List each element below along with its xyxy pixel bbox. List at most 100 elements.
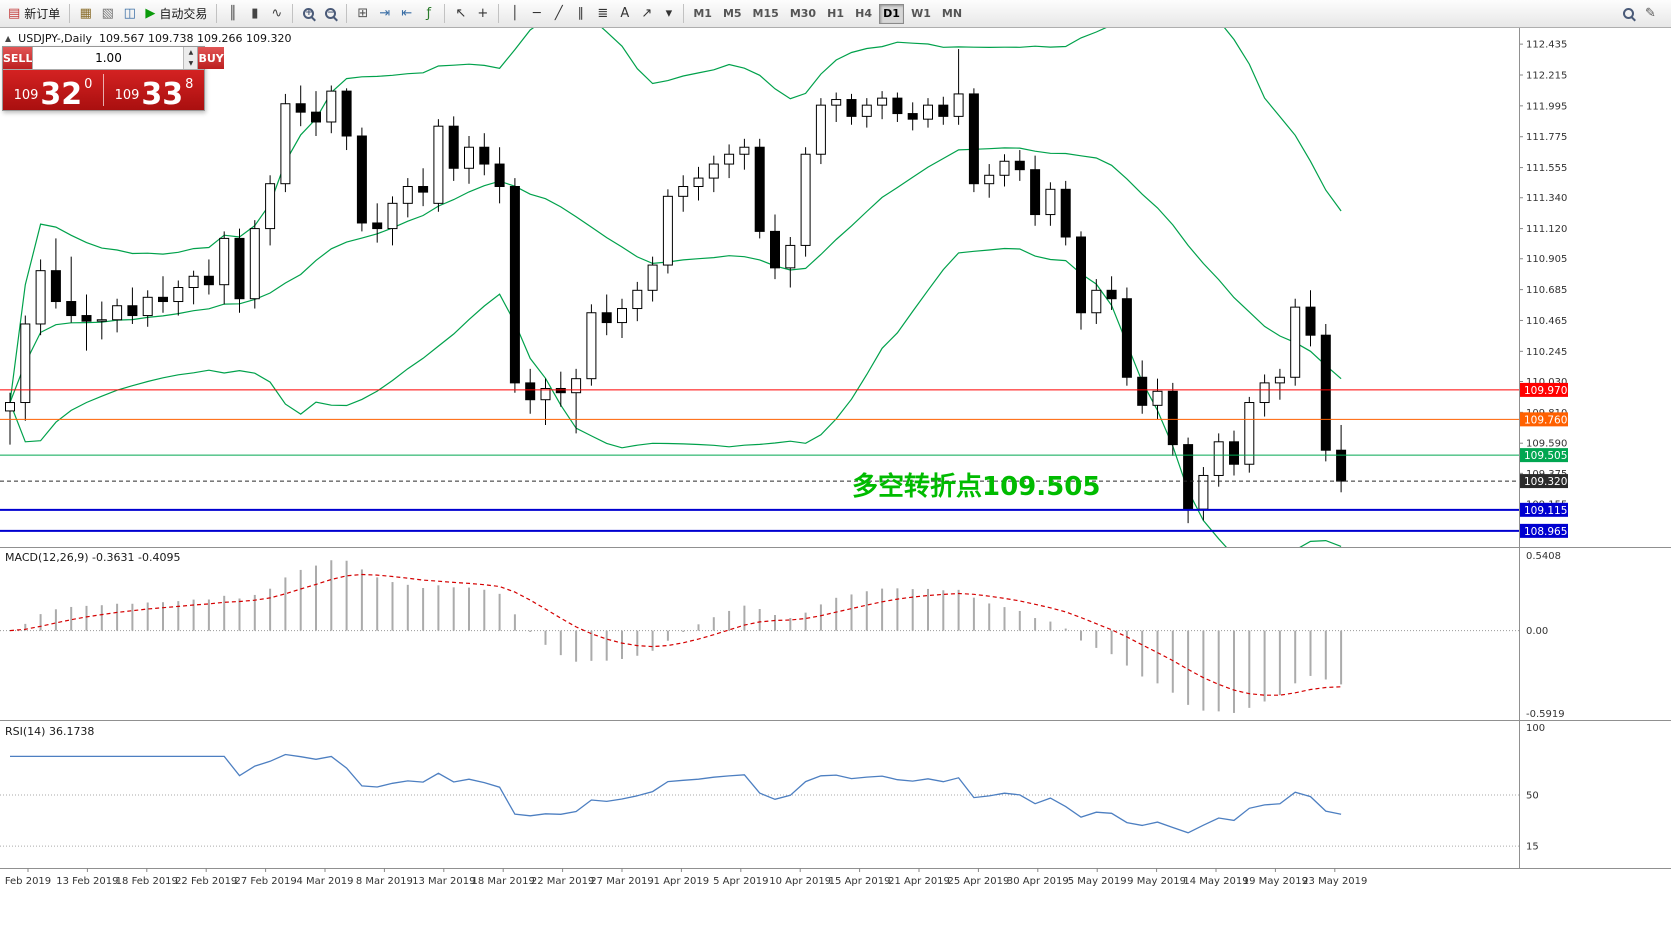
arrow-objects-icon[interactable]: ↗ [636, 3, 657, 25]
expand-panel-icon[interactable]: ▲ [5, 34, 12, 43]
rsi-line [10, 753, 1342, 834]
macd-axis-label: 0.5408 [1526, 551, 1561, 562]
price-level-label: 109.320 [1524, 476, 1567, 488]
buy-price-base: 109 [114, 88, 140, 103]
timeframe-d1[interactable]: D1 [879, 3, 905, 24]
tile-windows-icon[interactable]: ⊞ [352, 3, 373, 25]
horizontal-line-icon[interactable]: ─ [526, 3, 547, 25]
candle [1320, 334, 1331, 451]
price-axis-tick: 112.435 [1526, 40, 1567, 51]
fibonacci-icon: ≣ [597, 6, 609, 21]
candles-series [5, 49, 1347, 524]
timeframe-h4[interactable]: H4 [855, 7, 873, 20]
trend-line-icon[interactable]: ╱ [548, 3, 569, 25]
candle [464, 146, 474, 169]
volume-up-icon[interactable]: ▲ [184, 47, 198, 58]
candle [1091, 289, 1102, 314]
cursor-icon: ↖ [455, 6, 467, 21]
timeframe-m1[interactable]: M1 [693, 7, 712, 20]
market-watch-icon: ◫ [123, 6, 136, 21]
edit-profile-icon[interactable]: ✎ [1640, 3, 1661, 25]
search-icon [1623, 8, 1634, 19]
text-label-icon[interactable]: A [614, 3, 635, 25]
candle [203, 275, 214, 286]
indicators-icon[interactable]: ƒ [418, 3, 439, 25]
toolbar-separator [292, 4, 294, 23]
fibonacci-icon[interactable]: ≣ [592, 3, 613, 25]
timeframe-h1[interactable]: H1 [827, 7, 845, 20]
candle [341, 90, 352, 137]
candle [770, 230, 780, 269]
chart-shift-icon[interactable]: ⇤ [396, 3, 417, 25]
timeframe-w1[interactable]: W1 [911, 7, 931, 20]
candle [387, 202, 398, 230]
new-order-button[interactable]: ▤ 新订单 [4, 3, 64, 25]
candle [433, 125, 444, 204]
zoom-in-icon[interactable]: + [298, 3, 319, 25]
candle [1030, 169, 1041, 216]
objects-dropdown-icon[interactable]: ▾ [658, 3, 679, 25]
volume-input[interactable] [33, 47, 184, 69]
price-axis-tick: 110.465 [1526, 316, 1567, 327]
candle [693, 177, 704, 188]
trend-line-icon: ╱ [554, 6, 563, 21]
ohlc-values: 109.567 109.738 109.266 109.320 [99, 32, 292, 45]
new-order-button-label: 新订单 [24, 7, 61, 21]
price-level-label-bg [1520, 474, 1568, 489]
volume-spinner: ▲ ▼ [183, 47, 198, 69]
date-label: 15 Apr 2019 [829, 876, 891, 887]
timeframe-m15[interactable]: M15 [752, 7, 779, 20]
candle [984, 174, 995, 185]
price-level-label: 109.760 [1524, 414, 1567, 426]
timeframe-mn[interactable]: MN [941, 7, 963, 20]
candlestick-chart-icon[interactable]: ▮ [244, 3, 265, 25]
candle [418, 186, 429, 193]
candle [448, 125, 459, 169]
candle [907, 113, 918, 120]
sell-price[interactable]: 109 32 0 [3, 70, 103, 110]
timeframe-m5[interactable]: M5 [722, 7, 742, 20]
vertical-line-icon[interactable]: │ [504, 3, 525, 25]
auto-scroll-icon[interactable]: ⇥ [374, 3, 395, 25]
main-toolbar: ▤ 新订单 ▦ ▧ ◫ ▶ 自动交易 ║ ▮ ∿ + − ⊞ ⇥ ⇤ ƒ ↖ + │ ─ ╱ ∥ ≣ A ↗ ▾ M1 M5 M15 M… [0, 0, 1671, 28]
line-chart-icon[interactable]: ∿ [266, 3, 287, 25]
search-icon[interactable] [1618, 3, 1639, 25]
buy-price-sup: 8 [185, 77, 194, 92]
candle [785, 244, 796, 269]
candle [525, 382, 536, 401]
market-watch-icon[interactable]: ◫ [119, 3, 140, 25]
date-label: 18 Feb 2019 [116, 876, 178, 887]
chart-annotation-text[interactable]: 多空转折点109.505 [852, 472, 1101, 502]
bar-chart-icon[interactable]: ║ [222, 3, 243, 25]
zoom-out-icon[interactable]: − [320, 3, 341, 25]
timeframe-m30[interactable]: M30 [789, 7, 817, 20]
candle [219, 237, 230, 286]
equidistant-channel-icon[interactable]: ∥ [570, 3, 591, 25]
candle [188, 275, 199, 289]
sell-price-big: 32 [40, 76, 83, 112]
candle [372, 222, 383, 230]
date-label: 13 Feb 2019 [56, 876, 118, 887]
auto-scroll-icon: ⇥ [379, 6, 391, 21]
candle [923, 104, 933, 120]
buy-price[interactable]: 109 33 8 [104, 70, 204, 110]
chart-shift-icon: ⇤ [401, 6, 413, 21]
rsi-axis-label: 50 [1526, 791, 1539, 802]
toolbar-separator [498, 4, 500, 23]
timeframe-toolbar: M1 M5 M15 M30 H1 H4 D1 W1 MN [688, 3, 967, 24]
new-chart-icon[interactable]: ▦ [75, 3, 96, 25]
price-level-label: 109.970 [1524, 385, 1567, 397]
candle [1106, 289, 1117, 300]
cursor-icon[interactable]: ↖ [450, 3, 471, 25]
volume-down-icon[interactable]: ▼ [184, 58, 198, 69]
candle [708, 163, 719, 179]
chart-plot[interactable] [0, 28, 1671, 952]
auto-trading-button[interactable]: ▶ 自动交易 [141, 3, 211, 25]
crosshair-icon[interactable]: + [472, 3, 493, 25]
sell-button[interactable]: SELL [3, 47, 33, 69]
arrow-objects-icon: ↗ [641, 6, 653, 21]
buy-button[interactable]: BUY [198, 47, 224, 69]
candle [1014, 160, 1025, 171]
profiles-icon[interactable]: ▧ [97, 3, 118, 25]
